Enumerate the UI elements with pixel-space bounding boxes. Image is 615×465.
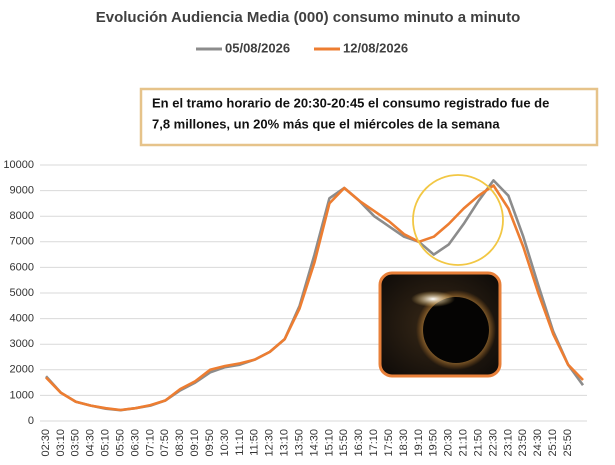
x-tick-label: 08:30 — [174, 429, 186, 457]
y-tick-label: 5000 — [10, 287, 34, 299]
x-tick-label: 17:50 — [383, 429, 395, 457]
x-tick-label: 10:30 — [219, 429, 231, 457]
x-tick-label: 17:10 — [368, 429, 380, 457]
x-tick-label: 05:10 — [100, 429, 112, 457]
x-tick-label: 21:50 — [472, 429, 484, 457]
x-tick-label: 15:50 — [338, 429, 350, 457]
x-tick-label: 23:10 — [502, 429, 514, 457]
x-tick-label: 25:10 — [547, 429, 559, 457]
x-tick-label: 07:50 — [159, 429, 171, 457]
legend-label: 05/08/2026 — [225, 40, 290, 55]
x-tick-label: 04:30 — [85, 429, 97, 457]
y-tick-label: 0 — [28, 415, 34, 427]
y-tick-label: 3000 — [10, 338, 34, 350]
x-tick-label: 06:30 — [129, 429, 141, 457]
legend: 05/08/2026 12/08/2026 — [196, 40, 408, 55]
y-tick-label: 2000 — [10, 364, 34, 376]
x-tick-label: 11:10 — [234, 429, 246, 456]
x-tick-label: 16:30 — [353, 429, 365, 457]
x-tick-label: 03:10 — [55, 429, 67, 457]
highlight-circle — [412, 174, 504, 266]
y-tick-label: 8000 — [10, 210, 34, 222]
y-tick-label: 10000 — [3, 159, 34, 171]
annotation-text: En el tramo horario de 20:30-20:45 el co… — [152, 95, 549, 110]
x-tick-label: 03:50 — [70, 429, 82, 457]
x-tick-label: 25:50 — [562, 429, 574, 457]
x-tick-label: 18:30 — [398, 429, 410, 457]
y-tick-label: 6000 — [10, 261, 34, 273]
x-tick-label: 12:30 — [264, 429, 276, 457]
annotation-box — [139, 87, 599, 147]
x-tick-label: 05:50 — [114, 429, 126, 457]
y-tick-label: 1000 — [10, 389, 34, 401]
x-tick-label: 19:50 — [428, 429, 440, 457]
x-tick-label: 07:10 — [144, 429, 156, 457]
y-tick-label: 9000 — [10, 185, 34, 197]
x-tick-label: 22:30 — [487, 429, 499, 457]
y-tick-label: 7000 — [10, 236, 34, 248]
x-tick-label: 13:10 — [279, 429, 291, 457]
x-tick-label: 13:50 — [293, 429, 305, 457]
annotation-text: 7,8 millones, un 20% más que el miércole… — [152, 116, 500, 131]
x-tick-label: 02:30 — [40, 429, 52, 457]
x-tick-label: 15:10 — [323, 429, 335, 457]
x-tick-label: 11:50 — [249, 429, 261, 456]
x-tick-label: 24:30 — [532, 429, 544, 457]
eclipse-image — [378, 271, 502, 378]
x-tick-label: 14:30 — [308, 429, 320, 457]
x-tick-label: 23:50 — [517, 429, 529, 457]
y-tick-label: 4000 — [10, 313, 34, 325]
x-tick-label: 20:30 — [443, 429, 455, 457]
legend-label: 12/08/2026 — [343, 40, 408, 55]
chart-title: Evolución Audiencia Media (000) consumo … — [96, 9, 521, 26]
x-tick-label: 09:10 — [189, 429, 201, 457]
x-tick-label: 19:10 — [413, 429, 425, 457]
x-tick-label: 09:50 — [204, 429, 216, 457]
x-tick-label: 21:10 — [458, 429, 470, 457]
series-line — [45, 184, 584, 412]
